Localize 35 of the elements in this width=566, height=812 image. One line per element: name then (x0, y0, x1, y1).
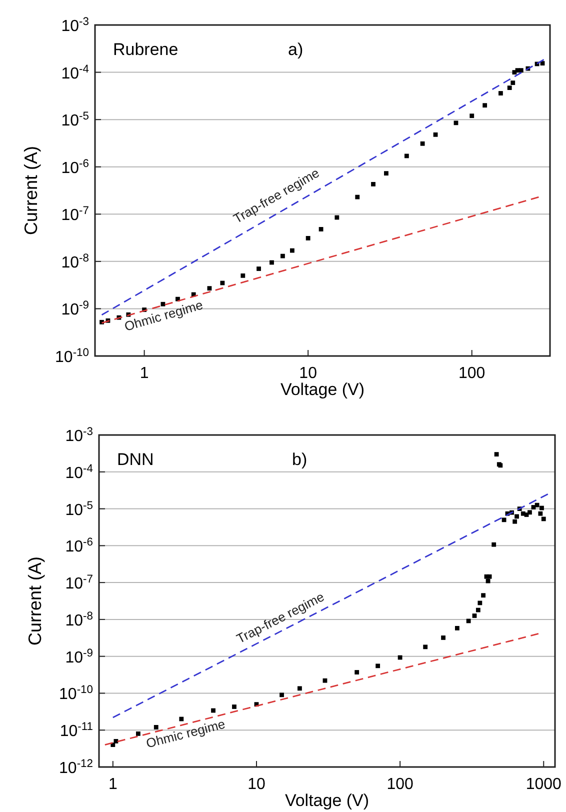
y-tick-label: 10$^{-4}$ (61, 63, 89, 82)
annotation: Rubrene (113, 40, 178, 59)
y-tick-label: 10$^{-12}$ (59, 758, 93, 777)
y-tick-label: 10$^{-6}$ (61, 158, 89, 177)
y-tick-label: 10$^{-3}$ (61, 16, 89, 35)
y-tick-label: 10$^{-4}$ (65, 462, 93, 482)
y-tick-label: 10$^{-7}$ (65, 574, 93, 593)
y-tick-label: 10$^{-8}$ (65, 610, 93, 630)
x-tick-label: 10 (299, 365, 318, 382)
x-tick-label: 1 (108, 776, 118, 793)
y-tick-label: 10$^{-5}$ (65, 500, 93, 519)
y-axis-title: Current (A) (25, 556, 45, 646)
y-tick-label: 10$^{-7}$ (61, 205, 89, 224)
x-tick-label: 1000 (526, 776, 562, 793)
y-tick-label: 10$^{-10}$ (59, 684, 93, 704)
y-tick-label: 10$^{-9}$ (61, 300, 89, 319)
y-tick-label: 10$^{-5}$ (61, 110, 89, 130)
annotation: a) (288, 40, 304, 59)
y-tick-label: 10$^{-8}$ (61, 252, 89, 272)
x-tick-label: 100 (458, 365, 486, 382)
y-tick-label: 10$^{-3}$ (65, 426, 93, 445)
y-tick-label: 10$^{-11}$ (60, 721, 93, 740)
x-axis-title: Voltage (V) (280, 380, 365, 399)
x-tick-label: 10 (248, 776, 266, 793)
y-tick-label: 10$^{-6}$ (65, 536, 93, 556)
x-axis-title: Voltage (V) (284, 791, 370, 810)
annotation: b) (292, 450, 308, 469)
x-tick-label: 1 (140, 365, 149, 382)
annotation: Ohmic regime (122, 298, 205, 334)
x-tick-label: 100 (386, 776, 414, 793)
annotation: Ohmic regime (144, 716, 227, 752)
annotation: DNN (117, 450, 154, 469)
y-tick-label: 10$^{-10}$ (55, 347, 89, 366)
y-axis-title: Current (A) (21, 146, 41, 236)
y-tick-label: 10$^{-9}$ (65, 647, 93, 666)
